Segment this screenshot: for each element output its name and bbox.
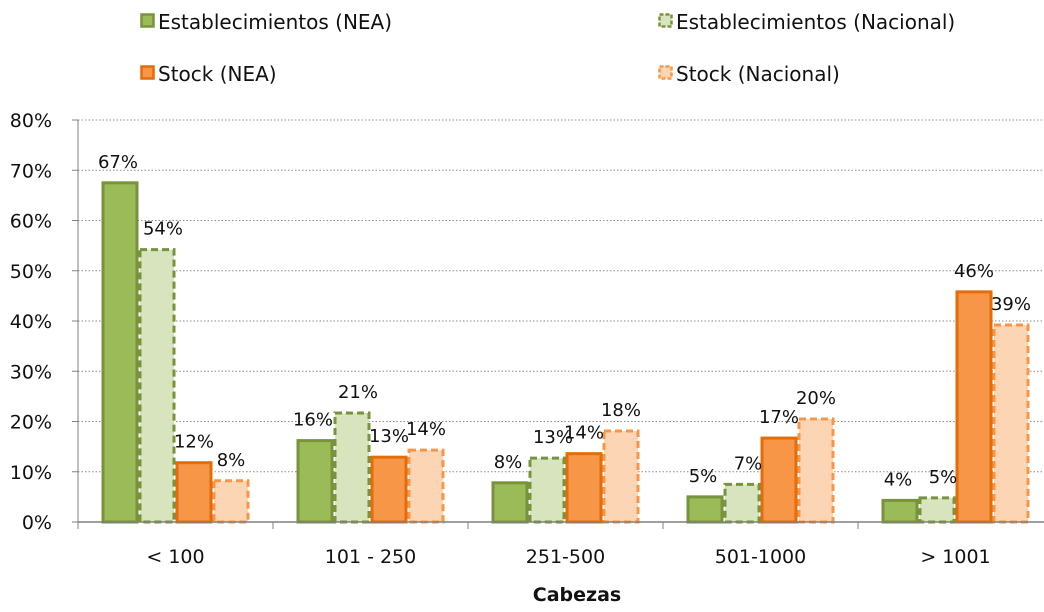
y-tick-label: 30% — [10, 361, 52, 383]
bar — [491, 481, 529, 524]
y-tick-label: 60% — [10, 211, 52, 233]
y-axis-ticks: 0% 10% 20% 30% 40% 50% 60% 70% 80% — [10, 110, 78, 534]
bar — [101, 181, 139, 524]
x-axis-title: Cabezas — [533, 584, 621, 606]
y-tick-label: 40% — [10, 311, 52, 333]
y-tick-label: 20% — [10, 412, 52, 434]
bar — [602, 429, 640, 524]
x-category-label: < 100 — [146, 546, 204, 568]
data-label: 39% — [991, 294, 1031, 315]
data-label: 4% — [884, 469, 913, 490]
legend-label: Stock (NEA) — [158, 62, 277, 86]
legend-swatch — [658, 65, 673, 80]
data-label: 5% — [929, 467, 958, 488]
y-tick-label: 0% — [22, 512, 52, 534]
data-label: 46% — [954, 261, 994, 282]
x-category-label: 501-1000 — [715, 546, 806, 568]
data-label: 18% — [601, 400, 641, 421]
bar — [760, 436, 798, 524]
legend-swatch — [140, 65, 155, 80]
bar — [407, 448, 445, 524]
bar — [370, 455, 408, 524]
axes — [77, 120, 1044, 529]
legend-label: Establecimientos (NEA) — [158, 10, 392, 34]
bar — [686, 495, 724, 524]
data-label: 12% — [174, 432, 214, 453]
y-tick-label: 80% — [10, 110, 52, 132]
bar — [881, 498, 919, 524]
y-tick-label: 10% — [10, 462, 52, 484]
data-label: 8% — [217, 450, 246, 471]
legend-label: Establecimientos (Nacional) — [676, 10, 955, 34]
y-tick-label: 70% — [10, 160, 52, 182]
data-label: 7% — [734, 453, 763, 474]
data-label: 17% — [759, 407, 799, 428]
bar — [723, 482, 761, 524]
x-category-label: 101 - 250 — [325, 546, 416, 568]
data-label: 16% — [293, 410, 333, 431]
bar — [333, 411, 371, 524]
legend-swatch — [140, 13, 155, 28]
bar — [175, 461, 213, 524]
legend-label: Stock (Nacional) — [676, 62, 840, 86]
data-label: 20% — [796, 388, 836, 409]
data-label: 21% — [338, 382, 378, 403]
data-label: 54% — [143, 219, 183, 240]
data-label: 14% — [406, 419, 446, 440]
legend-swatch — [658, 13, 673, 28]
gridlines — [78, 119, 1044, 473]
data-label: 67% — [98, 152, 138, 173]
bar — [138, 248, 176, 524]
data-labels: 67%54%12%8%16%21%13%14%8%13%14%18%5%7%17… — [98, 152, 1031, 491]
bar — [918, 496, 956, 524]
data-label: 5% — [689, 466, 718, 487]
x-category-label: > 1001 — [920, 546, 990, 568]
y-tick-label: 50% — [10, 261, 52, 283]
legend: Establecimientos (NEA) Establecimientos (… — [140, 10, 955, 86]
bar — [528, 456, 566, 524]
data-label: 13% — [369, 426, 409, 447]
bar — [797, 417, 835, 524]
bar — [565, 452, 603, 524]
data-label: 8% — [494, 452, 523, 473]
bar — [296, 439, 334, 524]
bar — [992, 323, 1030, 524]
x-category-label: 251-500 — [526, 546, 605, 568]
bar — [955, 290, 993, 524]
data-label: 13% — [533, 427, 573, 448]
bar — [212, 479, 250, 524]
x-axis-categories: < 100 101 - 250 251-500 501-1000 > 1001 — [146, 546, 990, 568]
data-label: 14% — [564, 423, 604, 444]
